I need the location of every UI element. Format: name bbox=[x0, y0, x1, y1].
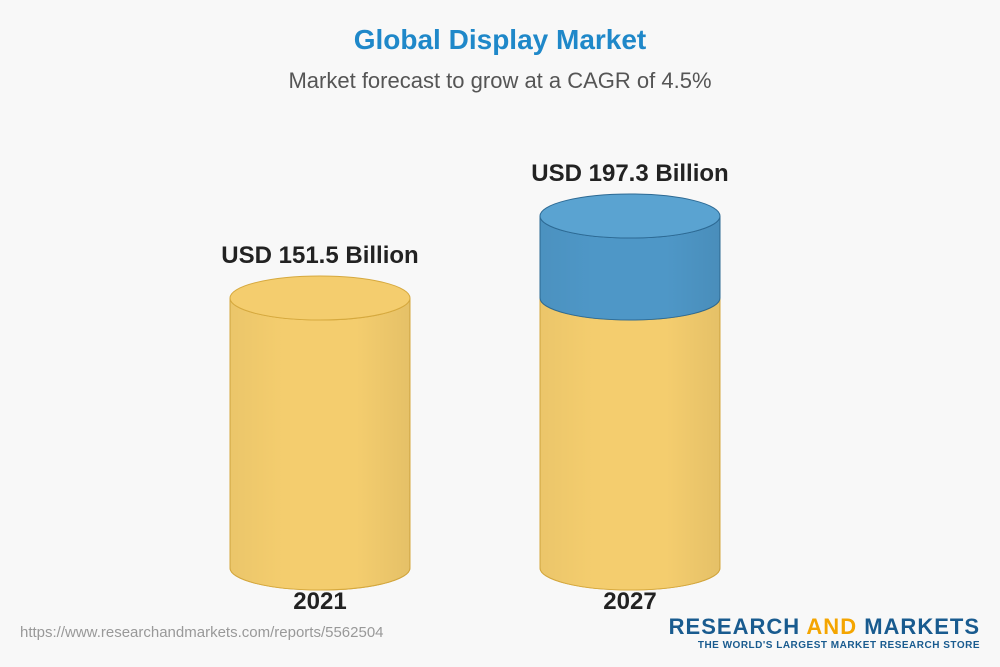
chart-title: Global Display Market bbox=[0, 0, 1000, 56]
bar-value-label: USD 197.3 Billion bbox=[480, 160, 780, 188]
brand-word-3: MARKETS bbox=[864, 614, 980, 639]
source-url: https://www.researchandmarkets.com/repor… bbox=[20, 624, 384, 641]
bar-value-label: USD 151.5 Billion bbox=[170, 242, 470, 270]
infographic-container: Global Display Market Market forecast to… bbox=[0, 0, 1000, 667]
brand-tagline: THE WORLD'S LARGEST MARKET RESEARCH STOR… bbox=[669, 640, 980, 651]
chart-subtitle: Market forecast to grow at a CAGR of 4.5… bbox=[0, 56, 1000, 94]
brand-logo: RESEARCH AND MARKETS THE WORLD'S LARGEST… bbox=[669, 614, 980, 651]
brand-word-2: AND bbox=[806, 614, 857, 639]
brand-name: RESEARCH AND MARKETS bbox=[669, 614, 980, 640]
cylinder-bar bbox=[230, 276, 410, 595]
footer: https://www.researchandmarkets.com/repor… bbox=[0, 607, 1000, 667]
chart-area: USD 151.5 Billion 2021USD 197.3 Billion bbox=[0, 120, 1000, 587]
cylinder-bar bbox=[540, 194, 720, 595]
brand-word-1: RESEARCH bbox=[669, 614, 800, 639]
